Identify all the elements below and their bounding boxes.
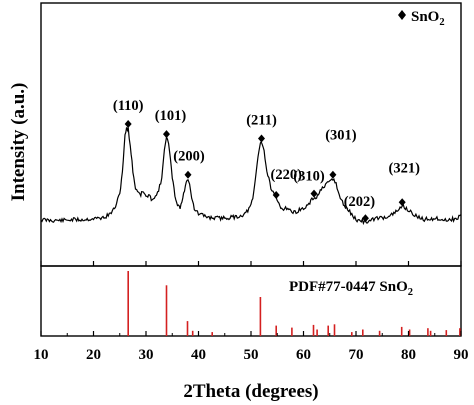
xrd-pattern-panel: (110) (101) (200) (211) (220)(310) (301) (202)… — [8, 2, 462, 267]
x-tick-label: 60 — [296, 347, 311, 363]
legend-label-text: SnO — [411, 9, 439, 25]
peak-labels: (110) (101) (200) (211) (220)(310) (301) (202)… — [113, 98, 420, 210]
peak-marker-diamond — [329, 170, 337, 179]
peak-marker-diamond — [124, 119, 132, 128]
legend-label: SnO2 — [411, 9, 445, 28]
reference-title-subscript: 2 — [408, 287, 413, 298]
peak-label: (321) — [388, 160, 420, 176]
x-axis-ticks — [40, 261, 462, 336]
peak-marker-diamond — [272, 191, 280, 200]
peak-label: (110) — [113, 98, 144, 114]
legend-diamond-icon — [398, 10, 406, 20]
peak-label: (310) — [293, 169, 325, 185]
reference-title-text: PDF#77-0447 SnO — [289, 279, 408, 295]
pattern-line-series — [40, 127, 462, 226]
reference-bars — [127, 271, 461, 336]
legend: SnO2 — [398, 9, 445, 28]
reference-plot-frame — [40, 265, 462, 337]
peak-label: (202) — [344, 194, 376, 210]
x-axis-tick-labels: 10 20 30 40 50 60 70 80 90 — [34, 347, 469, 363]
x-tick-label: 90 — [454, 347, 469, 363]
peak-marker-diamond — [310, 189, 318, 198]
x-tick-label: 10 — [34, 347, 49, 363]
reference-panel: PDF#77-0447 SnO2 — [40, 265, 462, 337]
x-tick-label: 40 — [191, 347, 206, 363]
y-axis-title: Intensity (a.u.) — [8, 83, 29, 202]
peak-label: (301) — [325, 128, 357, 144]
x-tick-label: 70 — [349, 347, 364, 363]
peak-marker-diamond — [361, 214, 369, 223]
peak-label: (220) — [270, 167, 302, 183]
pattern-plot-frame — [40, 2, 462, 267]
reference-title: PDF#77-0447 SnO2 — [289, 279, 413, 298]
peak-label: (211) — [246, 113, 277, 129]
x-tick-label: 20 — [86, 347, 101, 363]
x-tick-label: 80 — [401, 347, 416, 363]
x-tick-label: 50 — [244, 347, 259, 363]
peak-label: (101) — [155, 108, 187, 124]
peak-marker-diamond — [398, 198, 406, 207]
x-axis-title: 2Theta (degrees) — [183, 381, 318, 402]
peak-markers — [124, 119, 406, 223]
peak-marker-diamond — [258, 134, 265, 143]
x-tick-label: 30 — [139, 347, 154, 363]
legend-label-subscript: 2 — [439, 17, 444, 28]
peak-marker-diamond — [162, 130, 170, 139]
peak-label: (200) — [173, 149, 205, 165]
peak-marker-diamond — [184, 170, 192, 179]
